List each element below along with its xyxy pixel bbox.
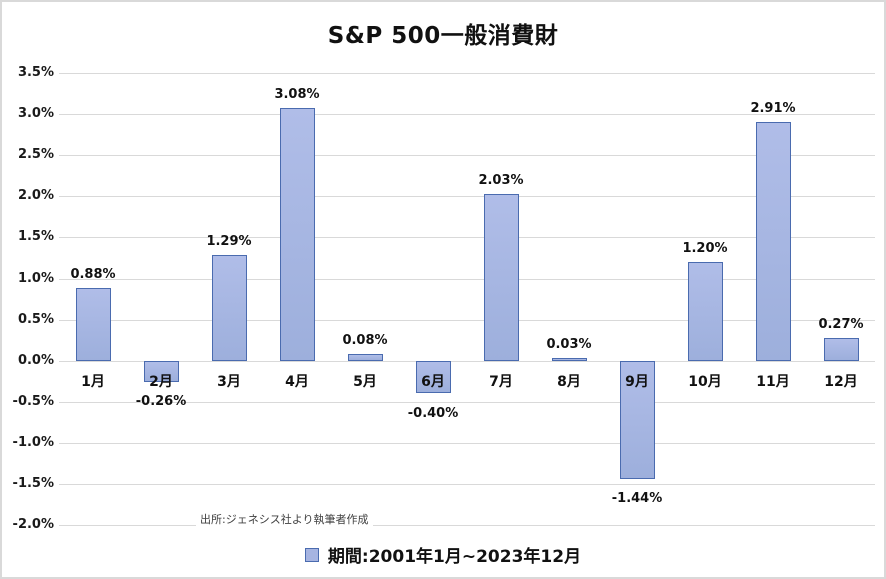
- bar: [483, 193, 519, 361]
- x-axis-label: 2月: [149, 373, 173, 390]
- x-axis-label: 11月: [756, 373, 790, 390]
- gridline: [59, 237, 875, 239]
- bar: [279, 107, 315, 361]
- bar-value-label: 0.08%: [342, 333, 388, 349]
- bar: [823, 338, 859, 361]
- y-axis-tick-label: -1.5%: [12, 475, 54, 491]
- x-axis-label: 12月: [824, 373, 858, 390]
- bar-value-label: 2.91%: [750, 100, 796, 116]
- legend: 期間:2001年1月~2023年12月: [2, 542, 884, 567]
- legend-label: 期間:2001年1月~2023年12月: [327, 547, 582, 567]
- bar: [347, 354, 383, 361]
- bar: [619, 360, 655, 479]
- bar: [415, 360, 451, 394]
- gridline: [59, 401, 875, 403]
- y-axis-tick-label: 2.5%: [17, 147, 54, 163]
- y-axis-tick-label: -1.0%: [12, 434, 54, 450]
- bar-value-label: 2.03%: [478, 172, 524, 188]
- y-axis-tick-label: -0.5%: [12, 393, 54, 409]
- gridline: [59, 442, 875, 444]
- x-axis-label: 4月: [285, 373, 309, 390]
- x-axis-label: 7月: [489, 373, 513, 390]
- y-axis-tick-label: 1.0%: [17, 270, 54, 286]
- y-axis-tick-label: 3.0%: [17, 106, 54, 122]
- bar-value-label: 0.27%: [818, 317, 864, 333]
- y-axis-tick-label: 3.5%: [17, 65, 54, 80]
- x-axis-label: 8月: [557, 373, 581, 390]
- x-axis-label: 10月: [688, 373, 722, 390]
- gridline: [59, 278, 875, 280]
- bar-value-label: 1.29%: [206, 233, 252, 249]
- gridline: [59, 73, 875, 74]
- y-axis-tick-label: 2.0%: [17, 188, 54, 204]
- bar: [143, 360, 179, 382]
- bar: [687, 262, 723, 361]
- y-axis-tick-label: 0.5%: [17, 311, 54, 327]
- bar: [75, 288, 111, 361]
- gridline: [59, 483, 875, 485]
- legend-swatch-icon: [304, 547, 319, 562]
- x-axis-label: 3月: [217, 373, 241, 390]
- bar: [211, 254, 247, 361]
- bar-value-label: 0.03%: [546, 337, 592, 353]
- bar-value-label: 1.20%: [682, 241, 728, 256]
- y-axis-tick-label: 1.5%: [17, 229, 54, 245]
- source-note: 出所:ジェネシス社より執筆者作成: [196, 511, 373, 527]
- bar-value-label: -0.40%: [407, 405, 459, 421]
- x-axis-label: 5月: [353, 373, 377, 390]
- gridline: [59, 155, 875, 157]
- x-axis-label: 6月: [421, 373, 445, 390]
- gridline: [59, 114, 875, 116]
- bar: [755, 121, 791, 361]
- gridline: [59, 196, 875, 198]
- bar: [551, 358, 587, 361]
- y-axis-tick-label: 0.0%: [17, 352, 54, 368]
- bar-value-label: -0.26%: [135, 394, 187, 409]
- x-axis-label: 9月: [625, 373, 649, 390]
- x-axis-label: 1月: [81, 373, 105, 390]
- gridline: [59, 360, 875, 362]
- bar-value-label: 0.88%: [70, 267, 116, 283]
- chart-title: S&P 500一般消費財: [327, 23, 559, 49]
- y-axis-tick-label: -2.0%: [12, 517, 54, 532]
- bar-value-label: -1.44%: [611, 491, 663, 506]
- gridline: [59, 319, 875, 321]
- gridline: [59, 525, 875, 526]
- bar-value-label: 3.08%: [274, 86, 320, 102]
